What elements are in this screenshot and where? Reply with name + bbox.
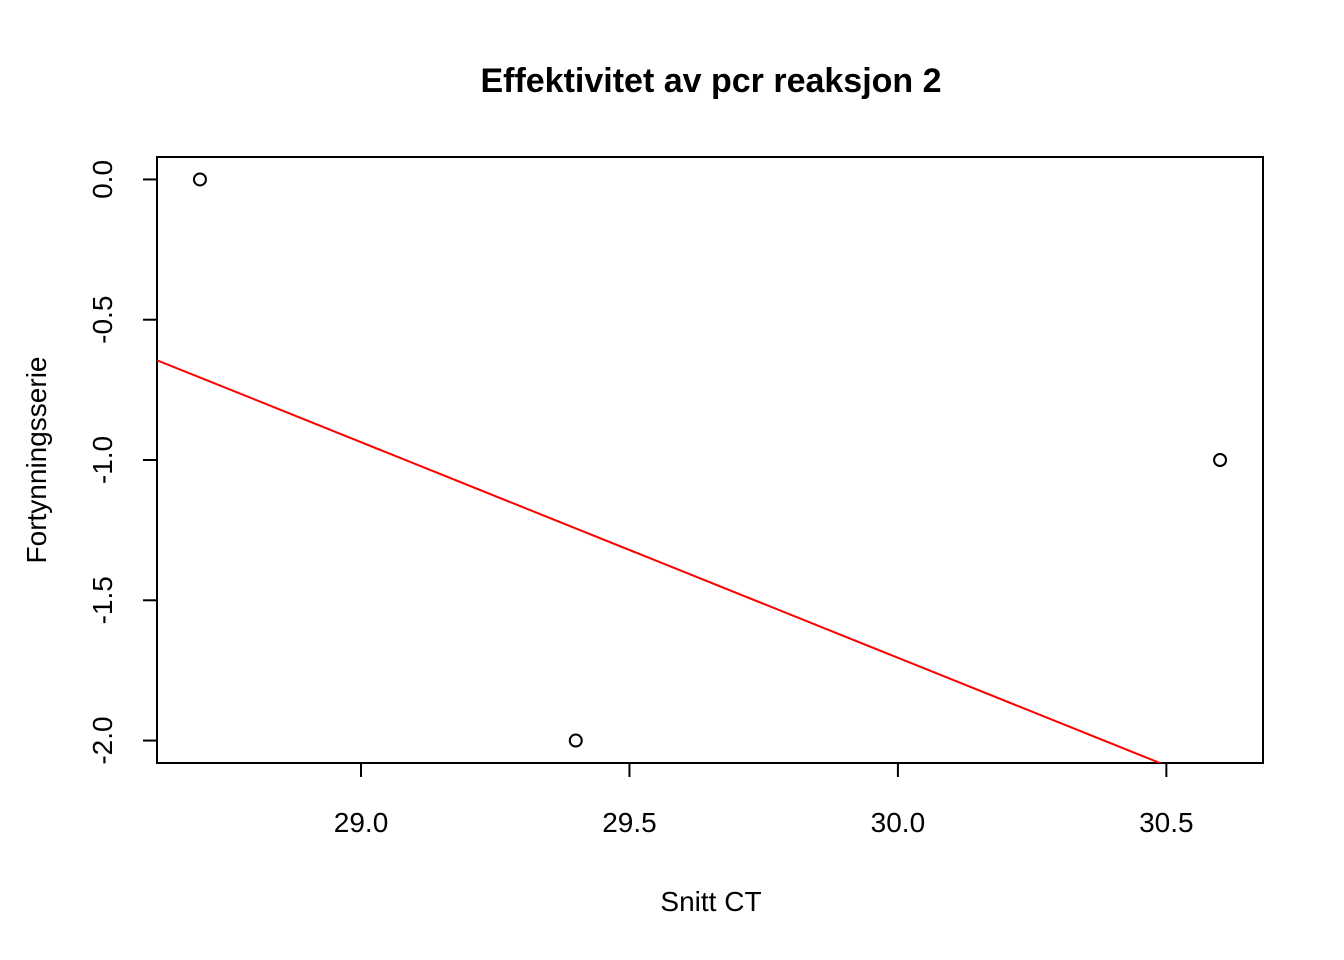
x-axis-title: Snitt CT: [660, 886, 761, 917]
data-point: [192, 172, 207, 187]
y-tick-label: -1.5: [87, 576, 118, 624]
y-axis-title: Fortynningsserie: [21, 357, 52, 564]
chart-title: Effektivitet av pcr reaksjon 2: [480, 62, 941, 100]
y-tick-label: -1.0: [87, 436, 118, 484]
y-tick-label: 0.0: [87, 160, 118, 199]
x-tick-label: 30.0: [871, 807, 926, 838]
data-point: [1213, 453, 1228, 467]
y-tick-label: -2.0: [87, 716, 118, 764]
x-tick-label: 30.5: [1139, 807, 1194, 838]
regression-line: [157, 359, 1163, 763]
plot-area: 29.0 29.5 30.0 30.5 0.0 -0.5 -1.0 -1.5 -2.0: [87, 156, 1264, 838]
x-tick-label: 29.5: [602, 807, 657, 838]
data-point: [568, 733, 583, 748]
x-tick-label: 29.0: [334, 807, 389, 838]
plot-frame: [156, 156, 1264, 764]
y-tick-label: -0.5: [87, 296, 118, 344]
